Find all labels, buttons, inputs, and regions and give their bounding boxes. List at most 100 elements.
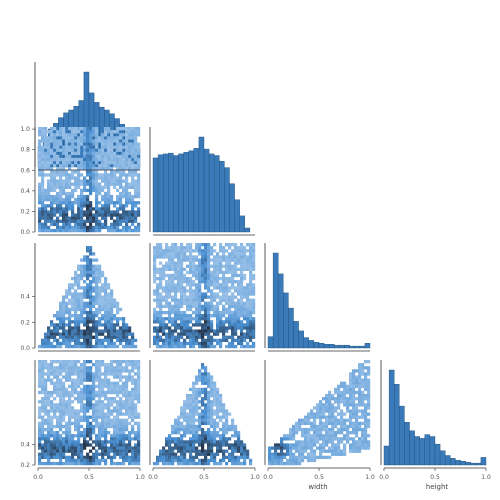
density-bin — [44, 403, 48, 407]
density-bin — [47, 198, 51, 202]
density-bin — [68, 372, 72, 376]
density-bin — [249, 249, 253, 253]
density-bin — [44, 136, 48, 140]
density-bin — [44, 142, 48, 146]
density-bin — [83, 458, 87, 463]
density-bin — [177, 261, 181, 265]
density-bin — [104, 443, 108, 447]
density-bin — [92, 320, 96, 324]
density-bin — [71, 295, 75, 299]
density-bin — [252, 276, 256, 281]
density-bin — [165, 286, 169, 290]
density-bin — [189, 443, 193, 447]
density-bin — [62, 452, 66, 456]
density-bin — [104, 219, 108, 223]
density-bin — [319, 449, 323, 453]
density-bin — [216, 267, 220, 271]
density-bin — [113, 421, 117, 426]
density-bin — [174, 341, 178, 346]
density-bin — [192, 317, 196, 321]
density-bin — [156, 458, 160, 463]
density-bin — [104, 198, 108, 202]
hist-bar — [168, 152, 174, 233]
density-bin — [313, 437, 317, 441]
density-bin — [134, 154, 138, 159]
density-bin — [180, 443, 184, 447]
density-bin — [216, 264, 220, 268]
density-bin — [201, 314, 205, 318]
density-bin — [131, 452, 135, 456]
density-bin — [234, 289, 238, 293]
density-bin — [44, 393, 48, 398]
density-bin — [77, 461, 81, 466]
density-bin — [328, 400, 332, 404]
density-bin — [231, 243, 235, 247]
density-bin — [213, 329, 217, 333]
density-bin — [107, 323, 111, 327]
density-bin — [86, 393, 90, 398]
density-bin — [65, 164, 69, 168]
density-bin — [122, 366, 126, 370]
density-bin — [271, 461, 275, 466]
density-bin — [131, 393, 135, 398]
density-bin — [53, 207, 57, 211]
density-bin — [183, 406, 187, 410]
density-bin — [137, 421, 141, 426]
density-bin — [86, 431, 90, 435]
density-bin — [107, 387, 111, 392]
density-bin — [216, 317, 220, 321]
density-bin — [104, 127, 108, 131]
density-bin — [125, 225, 129, 230]
density-bin — [192, 412, 196, 416]
density-bin — [116, 320, 120, 324]
density-bin — [186, 329, 190, 333]
density-bin — [119, 449, 123, 453]
density-bin — [168, 289, 172, 293]
density-bin — [346, 437, 350, 441]
density-bin — [110, 225, 114, 230]
density-bin — [77, 267, 81, 271]
density-bin — [122, 369, 126, 373]
density-bin — [204, 461, 208, 466]
density-bin — [53, 176, 57, 180]
density-bin — [128, 449, 132, 453]
density-bin — [92, 273, 96, 278]
density-bin — [41, 133, 45, 137]
density-bin — [92, 157, 96, 162]
density-bin — [104, 338, 108, 343]
density-bin — [71, 188, 75, 193]
density-bin — [44, 384, 48, 388]
density-bin — [240, 446, 244, 450]
density-bin — [98, 424, 102, 429]
density-bin — [104, 276, 108, 281]
density-bin — [113, 179, 117, 183]
density-bin — [137, 142, 141, 146]
density-bin — [186, 307, 190, 312]
density-bin — [50, 372, 54, 376]
density-bin — [104, 461, 108, 466]
density-bin — [65, 219, 69, 223]
density-bin — [125, 446, 129, 450]
density-bin — [222, 415, 226, 419]
density-bin — [74, 216, 78, 220]
density-bin — [156, 326, 160, 330]
density-bin — [165, 310, 169, 315]
density-bin — [122, 164, 126, 168]
density-bin — [56, 179, 60, 183]
density-bin — [207, 320, 211, 324]
density-bin — [41, 403, 45, 407]
density-bin — [334, 421, 338, 426]
density-bin — [219, 249, 223, 253]
density-bin — [364, 427, 368, 432]
density-bin — [216, 415, 220, 419]
density-bin — [83, 440, 87, 444]
density-bin — [62, 437, 66, 441]
density-bin — [44, 194, 48, 199]
density-bin — [107, 136, 111, 140]
density-bin — [310, 443, 314, 447]
density-bin — [174, 427, 178, 432]
density-bin — [122, 157, 126, 162]
density-bin — [174, 418, 178, 422]
density-bin — [110, 317, 114, 321]
density-bin — [83, 182, 87, 186]
